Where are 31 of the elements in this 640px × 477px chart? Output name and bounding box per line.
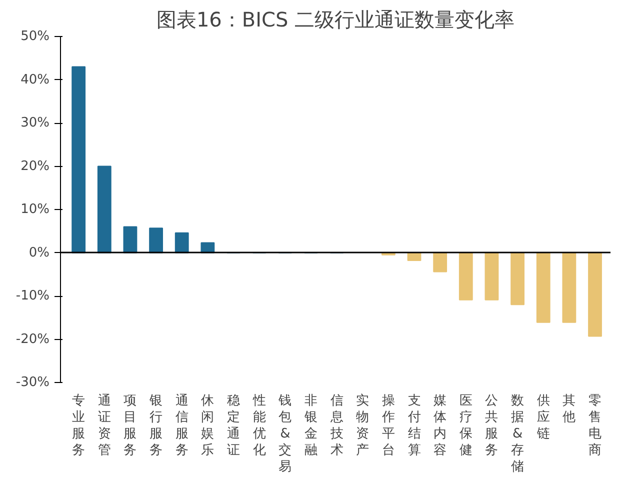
- y-tick-label: 50%: [20, 29, 50, 44]
- x-tick-label: 操作平台: [380, 394, 395, 458]
- y-tick-label: 40%: [20, 72, 50, 88]
- x-tick-label: 供应链: [536, 394, 550, 442]
- y-tick-label: -30%: [16, 375, 50, 390]
- x-tick-label: 公共服务: [485, 394, 498, 458]
- x-tick-label: 其他: [562, 394, 576, 425]
- x-tick-label: 休闲娱乐: [201, 394, 214, 458]
- x-tick-label: 项目服务: [124, 394, 137, 458]
- x-tick-label: 非银金融: [303, 394, 318, 458]
- x-tick-label: 银行服务: [148, 394, 163, 458]
- y-tick-label: -10%: [16, 288, 50, 304]
- x-tick-label: 稳定通证: [227, 394, 240, 458]
- x-tick-label: 媒体内容: [434, 394, 447, 458]
- x-tick-label: 医疗保健: [459, 394, 472, 458]
- y-tick-label: 30%: [20, 116, 50, 130]
- y-tick-label: 20%: [20, 158, 50, 174]
- y-tick-label: -20%: [16, 332, 50, 347]
- x-tick-label: 性能优化: [252, 394, 266, 458]
- x-tick-label: 通证资管: [98, 394, 111, 458]
- x-tick-label: 专业服务: [72, 394, 86, 458]
- x-tick-label: 信息技术: [329, 394, 344, 458]
- x-tick-label: 实物资产: [356, 394, 370, 458]
- chart-title: 图表16：BICS 二级行业通证数量变化率: [156, 8, 515, 32]
- y-tick-label: 10%: [20, 202, 50, 217]
- x-tick-label: 钱包&交易: [278, 394, 292, 474]
- x-tick-label: 通信服务: [175, 394, 188, 458]
- x-tick-label: 数据&存储: [511, 394, 524, 474]
- x-tick-label: 支付结算: [406, 394, 421, 458]
- y-tick-label: 0%: [28, 245, 50, 260]
- x-tick-label: 零售电商: [588, 394, 602, 458]
